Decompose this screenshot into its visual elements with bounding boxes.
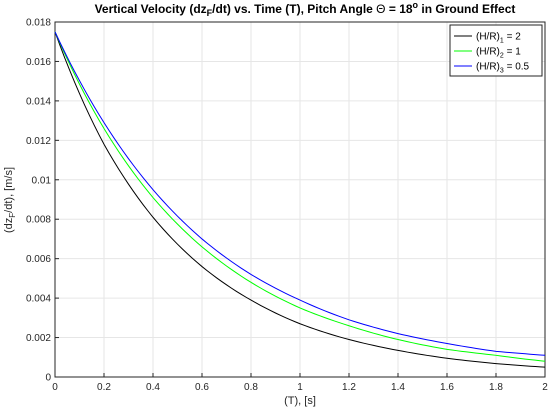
y-tick-label: 0.014	[26, 96, 51, 107]
x-tick-label: 1.8	[489, 382, 503, 393]
x-tick-label: 1.6	[440, 382, 454, 393]
x-tick-label: 0.6	[195, 382, 209, 393]
y-tick-label: 0.008	[26, 215, 51, 226]
series-line-3	[54, 31, 546, 356]
legend-entry: (H/R)1 = 2	[476, 32, 521, 45]
legend: (H/R)1 = 2 (H/R)2 = 1 (H/R)3 = 0.5	[449, 24, 543, 77]
y-tick-label: 0.01	[32, 175, 52, 186]
legend-entry: (H/R)3 = 0.5	[476, 62, 530, 75]
legend-entry: (H/R)2 = 1	[476, 47, 521, 60]
x-axis-label: (T), [s]	[284, 395, 316, 407]
x-axis: 0 0.2 0.4 0.6 0.8 1 1.2 1.4 1.6 1.8 2	[52, 373, 548, 393]
y-axis: 0 0.002 0.004 0.006 0.008 0.01 0.012 0.014 0.016…	[26, 18, 59, 384]
y-axis-label: (dzF/dt), [m/s]	[3, 167, 17, 233]
chart-title: Vertical Velocity (dzF/dt) vs. Time (T),…	[95, 0, 516, 18]
series-lines	[54, 31, 546, 368]
x-tick-label: 1	[297, 382, 303, 393]
x-tick-label: 0	[52, 382, 58, 393]
x-tick-label: 1.4	[391, 382, 405, 393]
x-tick-label: 0.8	[244, 382, 258, 393]
y-tick-label: 0.016	[26, 57, 51, 68]
x-tick-label: 0.2	[97, 382, 111, 393]
y-tick-label: 0	[45, 373, 51, 384]
x-tick-label: 2	[542, 382, 548, 393]
y-tick-label: 0.018	[26, 18, 51, 29]
series-line-1	[54, 31, 546, 368]
y-tick-label: 0.012	[26, 136, 51, 147]
y-tick-label: 0.002	[26, 333, 51, 344]
y-tick-label: 0.006	[26, 254, 51, 265]
y-tick-label: 0.004	[26, 294, 51, 305]
x-tick-label: 0.4	[146, 382, 160, 393]
x-tick-label: 1.2	[342, 382, 356, 393]
series-line-2	[54, 31, 546, 362]
